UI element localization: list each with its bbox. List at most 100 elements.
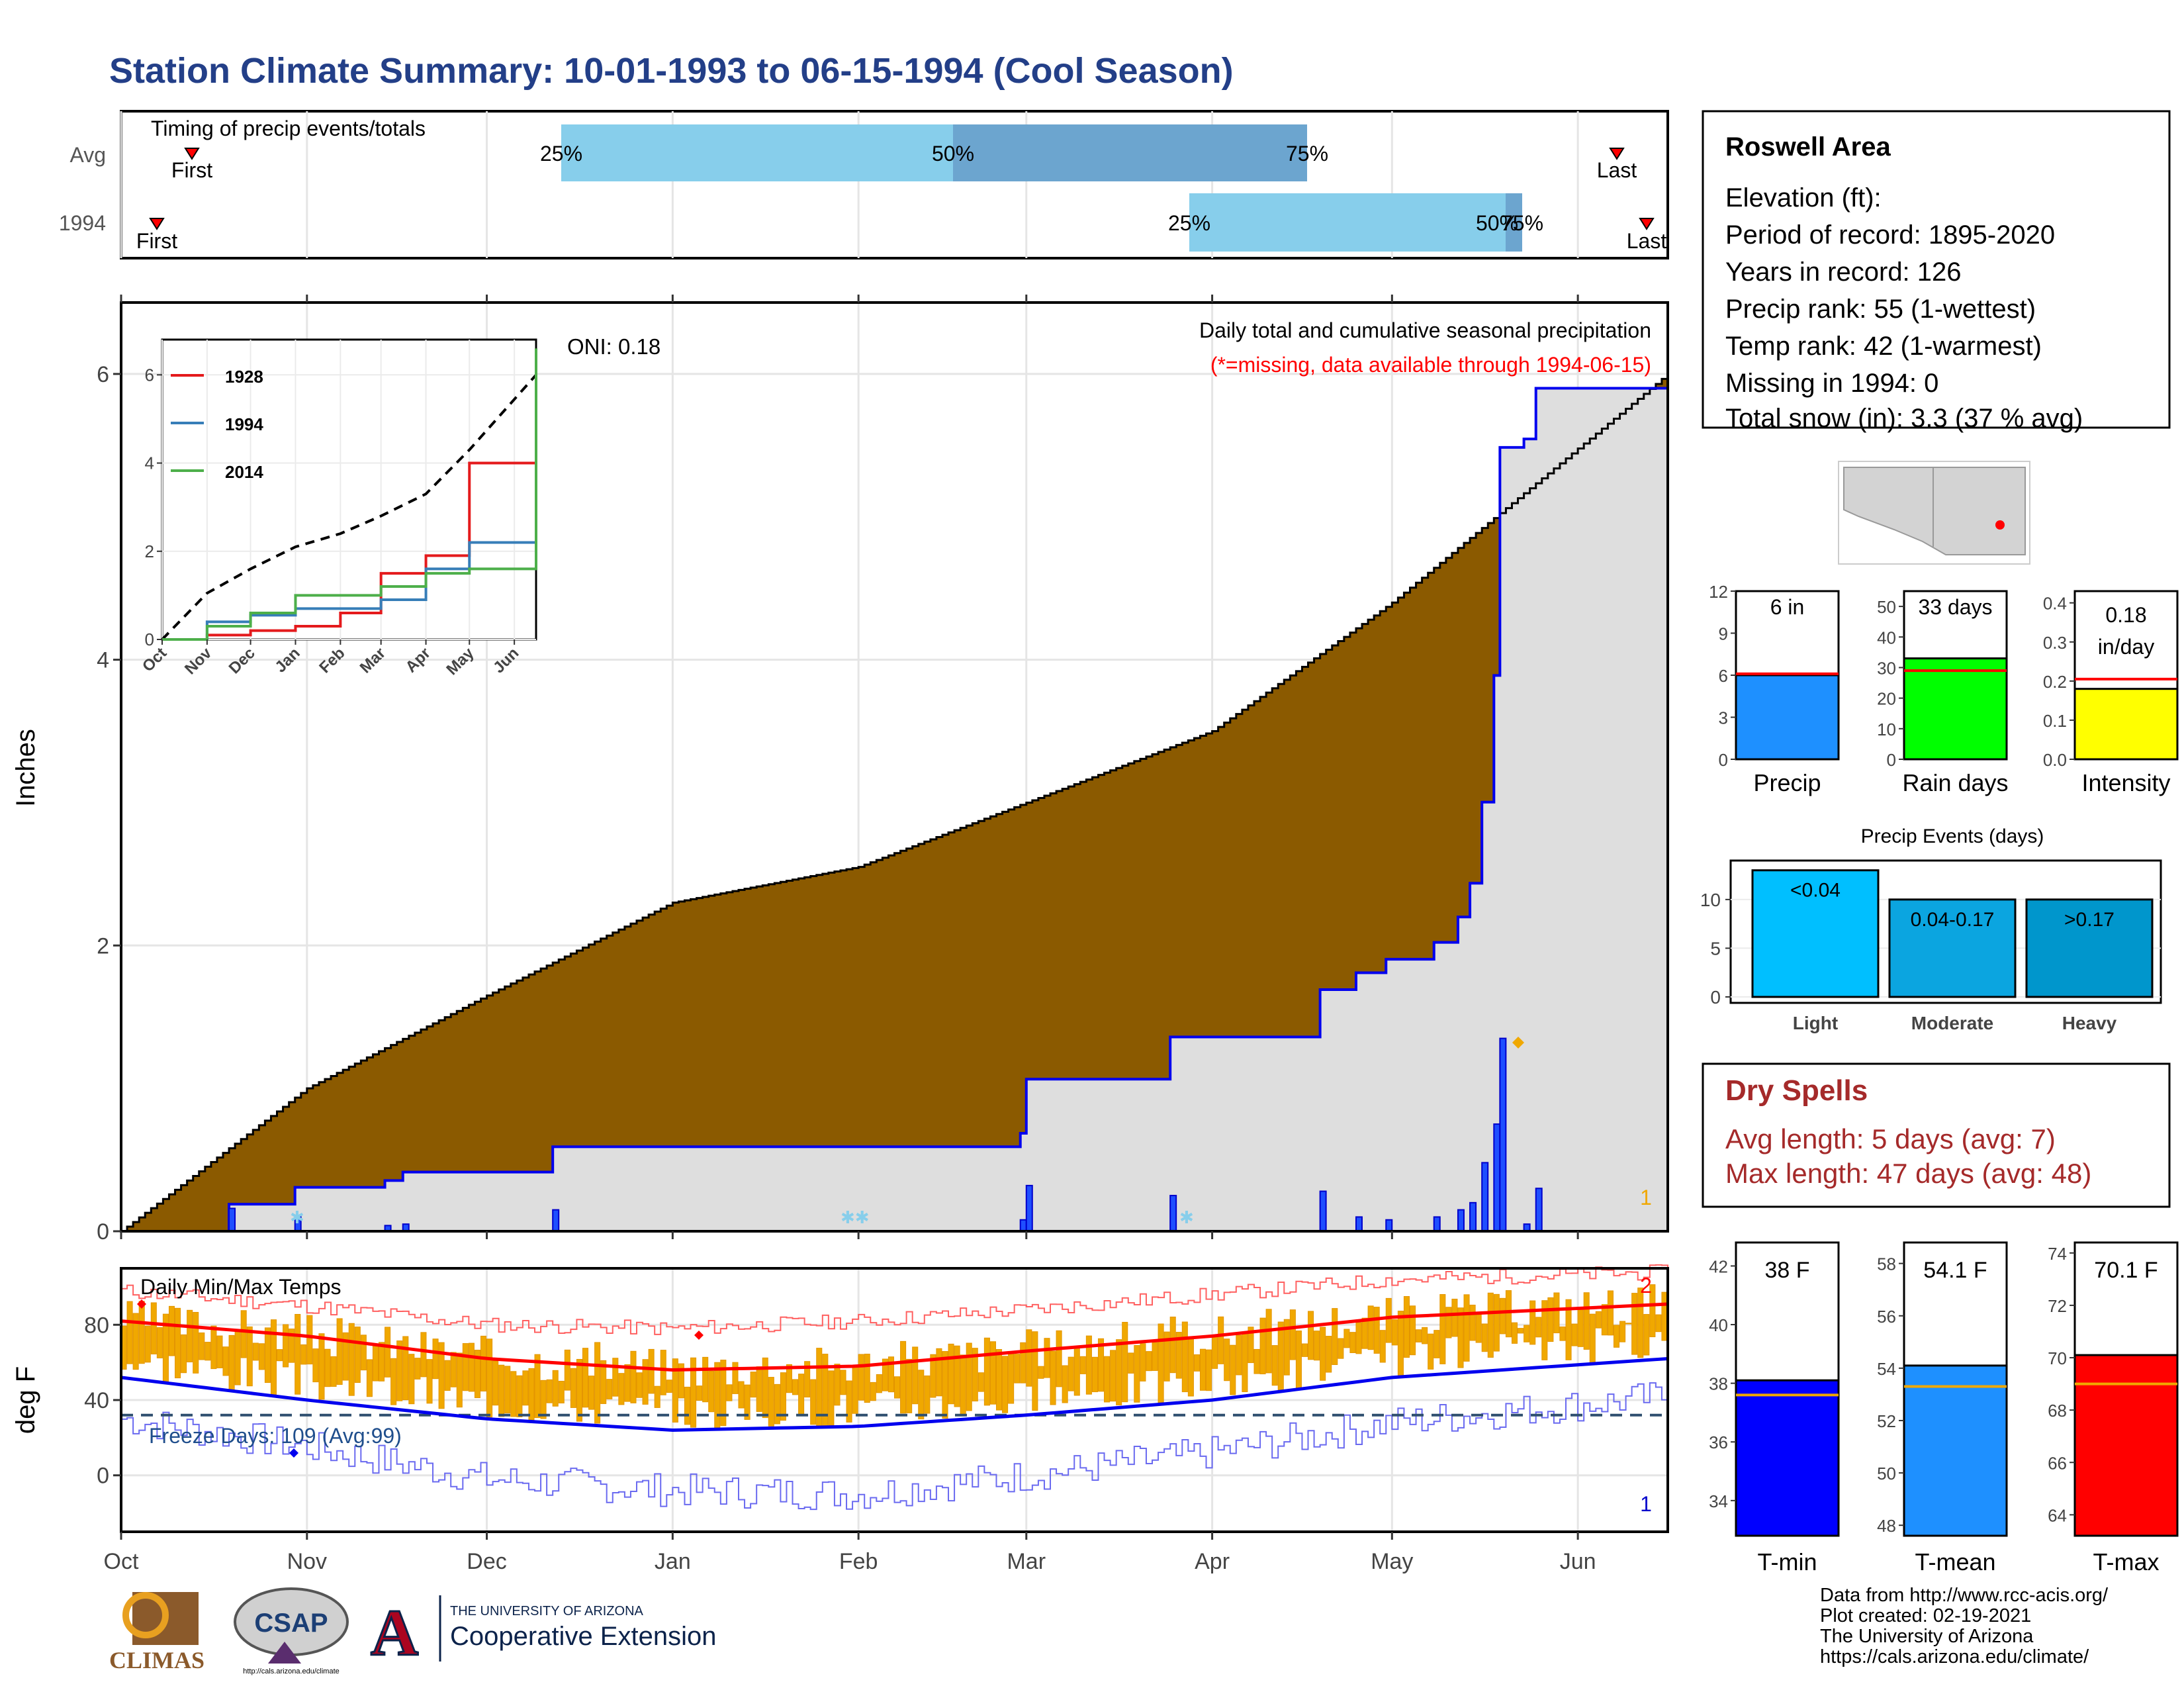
ua-logo: A THE UNIVERSITY OF ARIZONA Cooperative … [370, 1595, 717, 1671]
temp-bar-y-tick-label: 34 [1709, 1491, 1728, 1511]
temp-bar-y-tick-label: 66 [2048, 1453, 2067, 1473]
daily-temp-bar [1158, 1323, 1164, 1403]
station-location-dot [1995, 520, 2005, 530]
credit-line: Plot created: 02-19-2021 [1820, 1605, 2032, 1626]
precip-subtitle: Daily total and cumulative seasonal prec… [1199, 318, 1651, 342]
daily-temp-bar [840, 1370, 846, 1395]
x-tick-label: Oct [104, 1549, 139, 1574]
mini-bar-precip [1735, 674, 1840, 761]
events-bar-label: 0.04-0.17 [1911, 909, 1995, 931]
daily-temp-bar [246, 1326, 253, 1387]
daily-temp-bar [1283, 1319, 1290, 1376]
missing-marker: ✱✱ [841, 1207, 870, 1227]
avg-bar-q1 [561, 124, 953, 181]
precip-yticks: 0 2 4 6 [97, 362, 121, 1244]
daily-temp-bar [1050, 1350, 1056, 1405]
temp-bar-y-tick-label: 52 [1877, 1411, 1896, 1431]
x-tick-label: Jun [1560, 1549, 1596, 1574]
temp-bar-label: T-min [1758, 1548, 1817, 1575]
temp-summary-bars: 42 40 38 36 34 38 F T-min 58 56 54 52 50 48 54.1 F T-m… [1709, 1241, 2179, 1575]
daily-temp-bar [1104, 1356, 1111, 1403]
daily-temp-bar [810, 1379, 817, 1425]
daily-temp-bar [1518, 1328, 1524, 1334]
daily-temp-bar [1589, 1313, 1596, 1364]
daily-temp-bar [258, 1343, 265, 1370]
temp-count-bottom: 1 [1640, 1492, 1652, 1516]
y-tick-label: 80 [84, 1313, 109, 1338]
daily-temp-bar [1493, 1293, 1500, 1352]
csap-logo-text: CSAP [254, 1609, 328, 1638]
daily-temp-bar [504, 1366, 511, 1414]
y-tick-label: 6 [97, 362, 109, 387]
missing-marker: ✱ [1179, 1207, 1194, 1227]
avg-min-line [120, 1356, 1668, 1432]
daily-temp-bar [972, 1348, 978, 1402]
daily-temp-bar [1295, 1331, 1302, 1390]
ua-logo-big: Cooperative Extension [450, 1622, 716, 1651]
dry-spells-avg: Avg length: 5 days (avg: 7) [1725, 1123, 2056, 1154]
y-tick-label: 0 [97, 1464, 109, 1489]
timing-row-avg: Avg [69, 143, 106, 167]
station-info-box: Roswell Area Elevation (ft): Period of r… [1702, 110, 2171, 433]
y1994-p25: 25% [1168, 211, 1210, 235]
x-tick-label: Nov [287, 1549, 327, 1574]
daily-temp-bar [1625, 1323, 1632, 1325]
daily-temp-bar [606, 1379, 613, 1399]
daily-temp-bar [1661, 1291, 1668, 1341]
daily-temp-bar [205, 1342, 211, 1361]
daily-temp-bar [402, 1336, 409, 1401]
events-bar-label: <0.04 [1790, 880, 1841, 902]
daily-temp-bar [1128, 1352, 1134, 1374]
record-max-marker [137, 1299, 146, 1309]
daily-temp-bar [1242, 1333, 1248, 1392]
daily-temp-bar [654, 1385, 660, 1408]
daily-temp-bar [780, 1372, 786, 1421]
daily-precip-bar [1025, 1184, 1033, 1232]
daily-temp-bar [708, 1370, 715, 1413]
missing-marker: ✱ [290, 1207, 304, 1227]
dry-spells-max: Max length: 47 days (avg: 48) [1725, 1158, 2091, 1189]
temp-bar-label: T-mean [1915, 1548, 1995, 1575]
ua-logo-small: THE UNIVERSITY OF ARIZONA [450, 1604, 644, 1618]
daily-temp-bar [408, 1354, 415, 1405]
daily-temp-bar [1265, 1309, 1272, 1374]
daily-temp-bar [1206, 1349, 1212, 1391]
mini-y-tick-label: 50 [1877, 597, 1896, 617]
mini-y-tick-label: 30 [1877, 658, 1896, 678]
temp-bar-value: 38 F [1764, 1258, 1809, 1283]
daily-temp-bar [1361, 1317, 1368, 1349]
daily-temp-bar [1271, 1345, 1278, 1386]
daily-temp-bar [774, 1383, 780, 1425]
daily-temp-bar [216, 1335, 223, 1368]
daily-temp-bar [828, 1370, 835, 1426]
daily-temp-bar [1379, 1330, 1386, 1363]
daily-temp-bar [1547, 1297, 1554, 1342]
daily-temp-bar [336, 1318, 343, 1385]
daily-temp-bar [870, 1382, 876, 1401]
daily-temp-bar [1073, 1345, 1080, 1396]
daily-temp-bar [210, 1325, 217, 1370]
daily-temp-bar [738, 1381, 745, 1409]
station-period: Period of record: 1895-2020 [1725, 220, 2055, 250]
month-axis: Oct Nov Dec Jan Feb Mar Apr May Jun [104, 295, 1596, 1574]
mini-y-tick-label: 0 [1719, 750, 1728, 770]
daily-temp-bar [330, 1356, 337, 1387]
inset-legend: 1928 1994 2014 [171, 367, 263, 482]
daily-temp-bar [1014, 1354, 1021, 1383]
ua-block-a: A [371, 1596, 418, 1669]
daily-temp-bar [960, 1354, 966, 1416]
daily-temp-bar [1314, 1331, 1320, 1361]
daily-temp-bar [912, 1346, 919, 1405]
events-category-label: Moderate [1911, 1013, 1993, 1033]
daily-temp-bar [1541, 1300, 1548, 1360]
daily-temp-bar [1140, 1343, 1146, 1382]
daily-temp-bar [594, 1342, 601, 1424]
freeze-days-label: Freeze Days: 109 (Avg:99) [149, 1424, 402, 1448]
inset-line-1928 [162, 375, 537, 641]
credit-line: https://cals.arizona.edu/climate/ [1820, 1646, 2089, 1667]
daily-temp-bar [516, 1375, 523, 1417]
daily-precip-bar [1493, 1123, 1501, 1232]
daily-temp-bar [540, 1380, 547, 1419]
mini-bar-label: Intensity [2081, 769, 2170, 796]
